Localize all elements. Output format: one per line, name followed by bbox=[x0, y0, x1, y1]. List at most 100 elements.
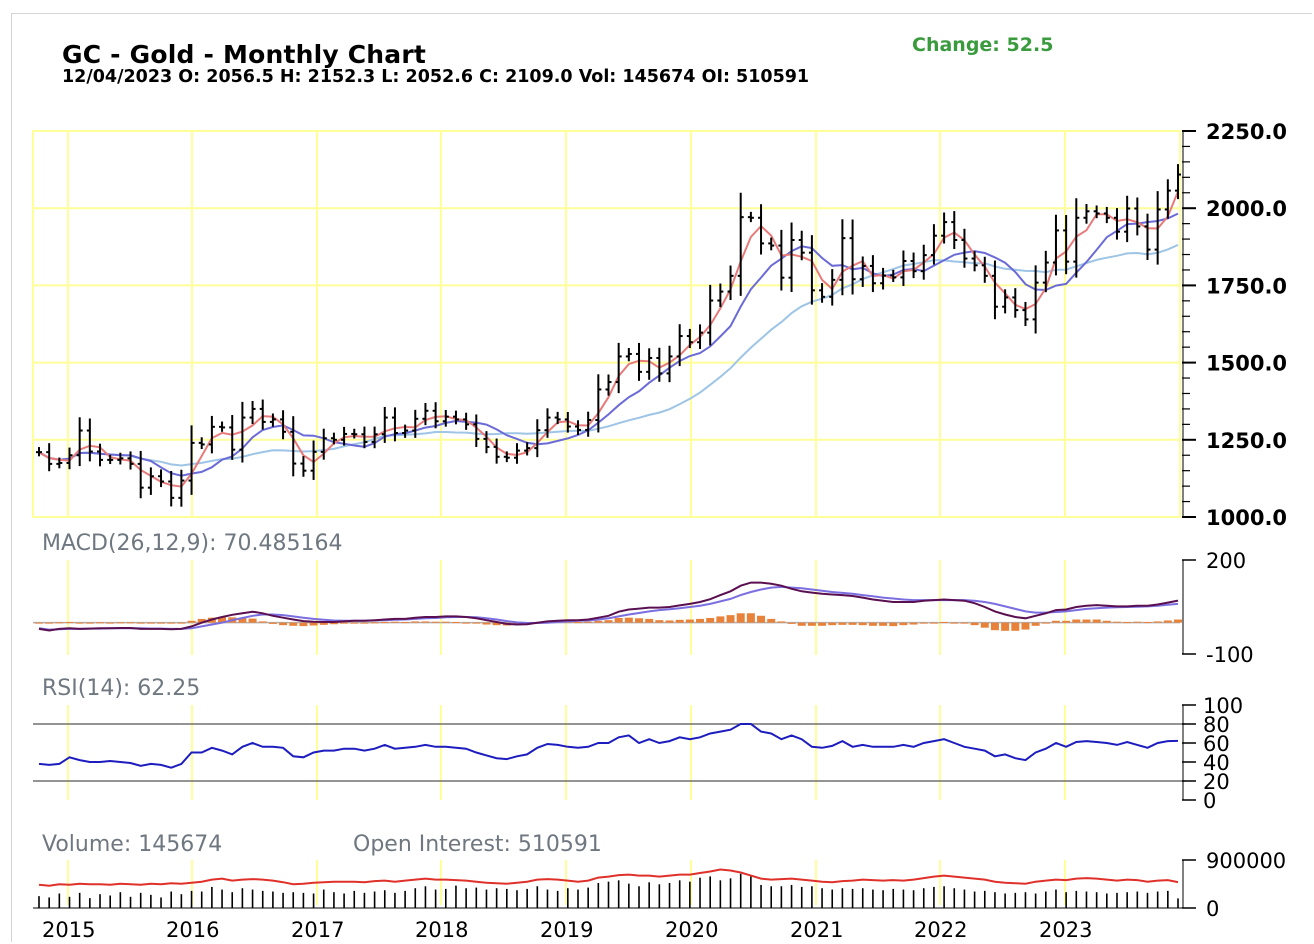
macd-histogram-bar bbox=[197, 618, 206, 623]
macd-histogram-bar bbox=[736, 613, 745, 623]
ohlc-bar bbox=[951, 211, 958, 250]
macd-histogram-bar bbox=[126, 622, 135, 624]
macd-histogram-bar bbox=[472, 622, 481, 624]
chart-frame bbox=[11, 13, 1312, 942]
x-tick-label: 2015 bbox=[42, 918, 95, 942]
price-tick-label: 1250.0 bbox=[1206, 429, 1287, 453]
macd-histogram-bar bbox=[635, 618, 644, 623]
macd-histogram-bar bbox=[675, 619, 684, 623]
ohlc-bar bbox=[615, 342, 622, 394]
ohlc-bar bbox=[1134, 197, 1141, 236]
change-value: 52.5 bbox=[1006, 34, 1054, 56]
ohlc-bar bbox=[280, 410, 287, 440]
ohlc-bar bbox=[574, 420, 581, 436]
macd-histogram-bar bbox=[909, 622, 918, 625]
macd-histogram-bar bbox=[614, 617, 623, 623]
x-tick-label: 2017 bbox=[291, 918, 344, 942]
macd-histogram-bar bbox=[1051, 620, 1060, 623]
rsi-tick-label: 60 bbox=[1203, 732, 1230, 756]
macd-histogram-bar bbox=[960, 622, 969, 624]
rsi-title: RSI(14): 62.25 bbox=[42, 676, 200, 701]
ohlc-bar bbox=[819, 283, 826, 303]
ohlc-bar bbox=[686, 328, 693, 349]
ohlc-bar bbox=[941, 212, 948, 244]
oi-label: OI: bbox=[701, 67, 730, 87]
macd-histogram-bar bbox=[685, 619, 694, 623]
high-value: 2152.3 bbox=[307, 67, 376, 87]
ma-slow-line bbox=[38, 243, 1179, 467]
ohlc-bar bbox=[717, 283, 724, 308]
macd-histogram-bar bbox=[1011, 622, 1020, 631]
macd-histogram-bar bbox=[380, 622, 389, 624]
ohlc-bar bbox=[341, 426, 348, 446]
macd-histogram-bar bbox=[45, 622, 54, 624]
macd-histogram-bar bbox=[329, 622, 338, 625]
ohlc-bar bbox=[493, 438, 500, 464]
macd-histogram-bar bbox=[980, 622, 989, 628]
ohlc-bar bbox=[737, 192, 744, 296]
price-panel-frame bbox=[32, 130, 1181, 518]
rsi-tick-label: 80 bbox=[1203, 713, 1230, 737]
macd-histogram-bar bbox=[594, 620, 603, 623]
ohlc-bar bbox=[930, 224, 937, 265]
macd-histogram-bar bbox=[177, 622, 186, 624]
macd-histogram-bar bbox=[1133, 621, 1142, 623]
ohlc-bar bbox=[920, 244, 927, 280]
ohlc-bar bbox=[1175, 164, 1181, 200]
macd-histogram-bar bbox=[1082, 619, 1091, 623]
macd-histogram-bar bbox=[1001, 622, 1010, 631]
ohlc-bar bbox=[1124, 195, 1131, 243]
ohlc-bar bbox=[1113, 208, 1120, 240]
x-tick-label: 2018 bbox=[415, 918, 468, 942]
macd-histogram-bar bbox=[390, 621, 399, 623]
macd-histogram-bar bbox=[279, 622, 288, 626]
price-tick-label: 2000.0 bbox=[1206, 197, 1287, 221]
ohlc-bar bbox=[381, 406, 388, 443]
ohlc-bar bbox=[412, 409, 419, 438]
ohlc-bar bbox=[229, 415, 236, 460]
macd-histogram-bar bbox=[350, 622, 359, 624]
macd-histogram-bar bbox=[85, 622, 94, 624]
ohlc-bar bbox=[727, 265, 734, 300]
macd-histogram-bar bbox=[401, 622, 410, 624]
ohlc-bar bbox=[351, 428, 358, 439]
ohlc-bar bbox=[1042, 250, 1049, 293]
macd-histogram-bar bbox=[899, 622, 908, 626]
macd-histogram-bar bbox=[990, 622, 999, 631]
ohlc-bar bbox=[707, 284, 714, 346]
price-tick-label: 1750.0 bbox=[1206, 274, 1287, 298]
macd-histogram-bar bbox=[655, 620, 664, 623]
ohlc-bar bbox=[402, 424, 409, 438]
ohlc-bar bbox=[371, 426, 378, 449]
macd-histogram-bar bbox=[1102, 620, 1111, 623]
macd-histogram-bar bbox=[1174, 619, 1182, 623]
macd-tick-label: -100 bbox=[1206, 643, 1254, 667]
macd-histogram-bar bbox=[146, 622, 155, 624]
macd-histogram-bar bbox=[1041, 622, 1050, 624]
macd-histogram-bar bbox=[929, 622, 938, 624]
ohlc-bar bbox=[646, 348, 653, 380]
x-tick-label: 2022 bbox=[914, 918, 967, 942]
ohlc-bar bbox=[910, 252, 917, 279]
macd-histogram-bar bbox=[573, 622, 582, 624]
ohlc-bar bbox=[768, 237, 775, 251]
chart-title: GC - Gold - Monthly Chart bbox=[62, 40, 427, 69]
open-interest-title: Open Interest: 510591 bbox=[353, 832, 602, 857]
macd-histogram-bar bbox=[940, 622, 949, 624]
ohlc-bar bbox=[839, 219, 846, 296]
ohlc-bar bbox=[86, 418, 93, 462]
ohlc-bar bbox=[758, 204, 765, 255]
macd-histogram-bar bbox=[879, 622, 888, 626]
ohlc-bar bbox=[524, 442, 531, 456]
macd-histogram-bar bbox=[75, 622, 84, 624]
ohlc-bar bbox=[473, 414, 480, 447]
macd-histogram-bar bbox=[299, 622, 308, 627]
ohlc-bar bbox=[625, 348, 632, 362]
macd-histogram-bar bbox=[258, 621, 267, 623]
price-tick-label: 1000.0 bbox=[1206, 506, 1287, 530]
ohlc-bar bbox=[198, 437, 205, 450]
ohlc-bar bbox=[310, 440, 317, 480]
ohlc-bar bbox=[239, 401, 246, 463]
macd-histogram-bar bbox=[777, 621, 786, 623]
